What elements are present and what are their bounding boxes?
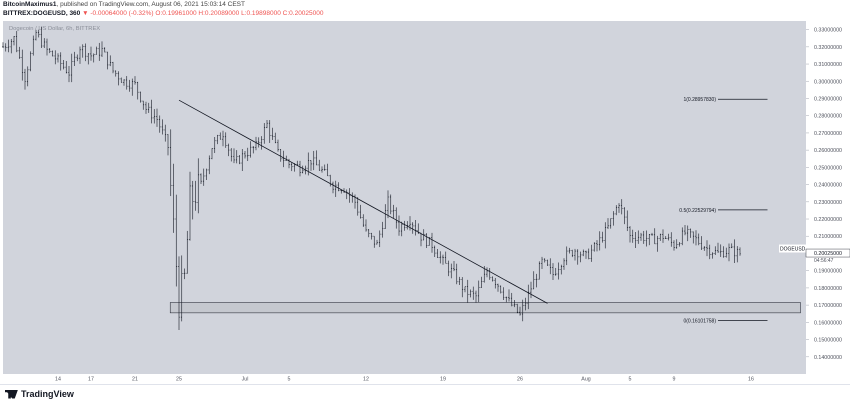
price-tick-label: 0.28000000 <box>814 114 842 120</box>
symbol-label: BITTREX:DOGEUSD, 360 <box>3 10 81 17</box>
time-tick-label: 5 <box>629 377 632 383</box>
price-tick-label: 0.31000000 <box>814 62 842 68</box>
price-tick-label: 0.30000000 <box>814 79 842 85</box>
time-tick-label: Aug <box>581 377 590 383</box>
time-tick-label: 9 <box>673 377 676 383</box>
price-tick-label: 0.23000000 <box>814 200 842 206</box>
change-label: ▼ -0.00064000 (-0.32%) <box>82 10 154 17</box>
support-zone <box>169 302 801 314</box>
time-tick-label: 17 <box>88 377 94 383</box>
price-tick-label: 0.15000000 <box>814 338 842 344</box>
price-tick-label: 0.27000000 <box>814 131 842 137</box>
chart-header-ohlc: BITTREX:DOGEUSD, 360 ▼ -0.00064000 (-0.3… <box>3 10 324 17</box>
time-axis <box>0 374 850 384</box>
price-tick-label: 0.26000000 <box>814 148 842 154</box>
time-tick-label: 19 <box>440 377 446 383</box>
author-name: BitcoinMaximus1 <box>3 1 57 8</box>
price-axis <box>806 21 850 374</box>
time-tick-label: 26 <box>517 377 523 383</box>
fib-level-label: 0.5(0.22529794) <box>679 208 716 214</box>
low-value: L:0.19898000 <box>241 10 281 17</box>
price-tick-label: 0.14000000 <box>814 355 842 361</box>
price-tick-label: 0.22000000 <box>814 217 842 223</box>
price-chart[interactable]: Dogecoin / US Dollar, 6h, BITTREX 0.33000… <box>0 0 850 384</box>
time-tick-label: 12 <box>363 377 369 383</box>
tradingview-logo-icon <box>5 389 18 399</box>
last-price-box <box>805 248 850 258</box>
last-price-tag <box>779 244 806 253</box>
price-tick-label: 0.24000000 <box>814 183 842 189</box>
price-tick-label: 0.29000000 <box>814 96 842 102</box>
time-tick-label: 16 <box>748 377 754 383</box>
price-tick-label: 0.19000000 <box>814 269 842 275</box>
last-price-symbol: DOGEUSD <box>780 247 806 253</box>
bar-countdown: 04:56:47 <box>814 258 834 264</box>
time-tick-label: 14 <box>55 377 61 383</box>
price-tick-label: 0.21000000 <box>814 234 842 240</box>
time-tick-label: 25 <box>176 377 182 383</box>
price-tick-label: 0.18000000 <box>814 286 842 292</box>
chart-header-author: BitcoinMaximus1, published on TradingVie… <box>3 1 245 8</box>
fib-level-label: 1(0.28957830) <box>683 97 716 103</box>
price-tick-label: 0.32000000 <box>814 45 842 51</box>
fib-level-label: 0(0.16101758) <box>683 319 716 325</box>
close-value: C:0.20025000 <box>282 10 324 17</box>
time-tick-label: 5 <box>288 377 291 383</box>
publish-info: , published on TradingView.com, August 0… <box>56 1 245 8</box>
logo-text: TradingView <box>21 389 74 399</box>
price-tick-label: 0.16000000 <box>814 320 842 326</box>
price-tick-label: 0.17000000 <box>814 303 842 309</box>
chart-footer: TradingView <box>0 384 850 404</box>
tradingview-logo[interactable]: TradingView <box>5 389 74 399</box>
last-price-value: 0.20025000 <box>814 251 842 257</box>
time-tick-label: 21 <box>132 377 138 383</box>
high-value: H:0.20089000 <box>198 10 240 17</box>
price-tick-label: 0.33000000 <box>814 28 842 34</box>
descending-trendline <box>178 99 548 304</box>
time-tick-label: Jul <box>242 377 249 383</box>
chart-watermark: Dogecoin / US Dollar, 6h, BITTREX <box>9 26 100 32</box>
plot-area <box>3 21 806 374</box>
price-tick-label: 0.25000000 <box>814 165 842 171</box>
open-value: O:0.19961000 <box>155 10 197 17</box>
